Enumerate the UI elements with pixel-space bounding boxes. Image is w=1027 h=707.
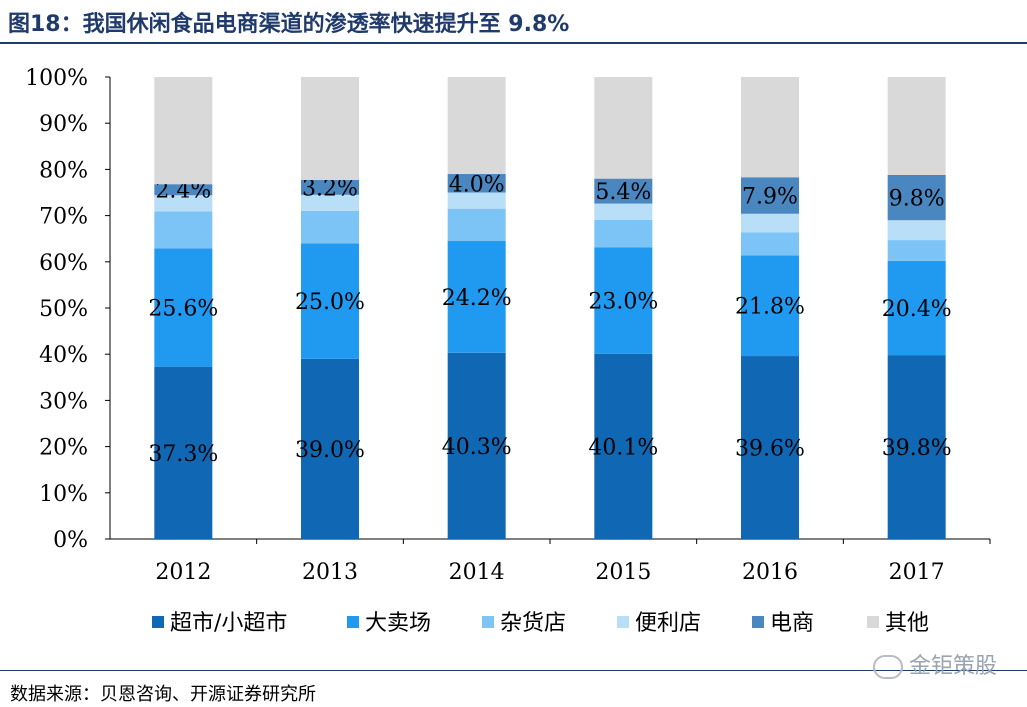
legend-label: 杂货店 [500,611,566,636]
data-label: 37.3% [148,442,218,467]
bar-segment [447,77,506,175]
bar-segment [741,255,799,357]
stacked-bar-chart: 0% 10% 20% 30% 40% 50% 60% 70% 80% 90% 100% 37.3% 25… [25,66,991,636]
bar-segment [594,353,653,539]
bar-segment [741,232,799,256]
bar-segment [887,240,946,261]
data-label: 25.0% [295,290,365,315]
data-label: 39.0% [295,438,365,463]
title-rule [0,42,1027,44]
data-label: 7.9% [742,185,798,210]
bar-segment [594,178,653,204]
data-label: 25.6% [148,297,218,322]
wechat-icon [872,655,903,679]
y-tick-label: 100% [25,66,88,91]
bar-segment [301,243,359,359]
legend-label: 其他 [885,611,929,636]
legend-label: 大卖场 [365,611,431,636]
source-note: 数据来源：贝恩咨询、开源证券研究所 [10,684,316,705]
data-label: 5.4% [595,180,651,205]
watermark: 金钜策股 [872,648,997,680]
bar-segment [447,192,506,209]
data-label: 24.2% [442,286,512,311]
bar-segment [154,195,213,212]
legend-label: 便利店 [635,611,701,636]
y-tick-label: 0% [53,528,88,553]
bar-segment [447,241,506,353]
legend-swatch [152,616,164,628]
x-tick-label: 2016 [742,560,798,585]
y-tick-label: 30% [39,389,88,414]
bar-segment [887,77,946,175]
y-tick-label: 40% [39,343,88,368]
bar-segment [154,211,213,249]
legend-label: 超市/小超市 [170,611,287,636]
bar-segment [741,177,799,214]
data-label: 3.2% [302,176,358,201]
bar-segment [301,210,359,244]
y-tick-label: 50% [39,297,88,322]
y-tick-label: 90% [39,112,88,137]
bar-segment [594,203,653,220]
watermark-text: 金钜策股 [908,654,997,679]
bar-segment [887,174,946,221]
legend-swatch [617,616,629,628]
bar-segment [594,247,653,354]
data-label: 39.6% [735,437,805,462]
y-tick-label: 80% [39,158,88,183]
bar-segment [594,77,653,179]
bar-segment [301,77,359,181]
bar-segment [741,213,799,233]
legend-swatch [752,616,764,628]
bar-segment [887,220,946,241]
bar-segment [301,180,359,195]
bar-segment [887,355,946,539]
y-tick-label: 60% [39,251,88,276]
legend-swatch [347,616,359,628]
data-label: 21.8% [735,295,805,320]
bar-segment [154,77,213,185]
y-tick-label: 70% [39,205,88,230]
x-tick-label: 2015 [595,560,651,585]
y-tick-label: 20% [39,436,88,461]
data-label: 20.4% [882,297,952,322]
bar-segment [154,248,213,367]
bar-segment [594,219,653,248]
chart-title: 图18：我国休闲食品电商渠道的渗透率快速提升至 9.8% [8,12,570,37]
bar-segment [154,184,213,196]
data-label: 4.0% [449,172,505,197]
y-tick-label: 10% [39,482,88,507]
x-tick-label: 2014 [449,560,505,585]
bar-segment [447,174,506,193]
legend-label: 电商 [770,611,814,636]
data-label: 23.0% [588,290,658,315]
bar-segment [301,358,359,539]
legend-swatch [482,616,494,628]
data-label: 40.3% [442,435,512,460]
bar-segment [741,77,799,178]
bar-segment [154,366,213,539]
legend-swatch [867,616,879,628]
data-label: 39.8% [882,436,952,461]
x-tick-label: 2013 [302,560,358,585]
bar-segment [301,194,359,211]
bar-segment [741,356,799,539]
bar-segment [447,208,506,242]
data-label: 40.1% [588,435,658,460]
bar-segment [447,352,506,539]
footer-rule [0,670,1027,671]
bar-segment [887,260,946,356]
data-label: 9.8% [889,187,945,212]
x-tick-label: 2017 [889,560,945,585]
x-tick-label: 2012 [155,560,211,585]
